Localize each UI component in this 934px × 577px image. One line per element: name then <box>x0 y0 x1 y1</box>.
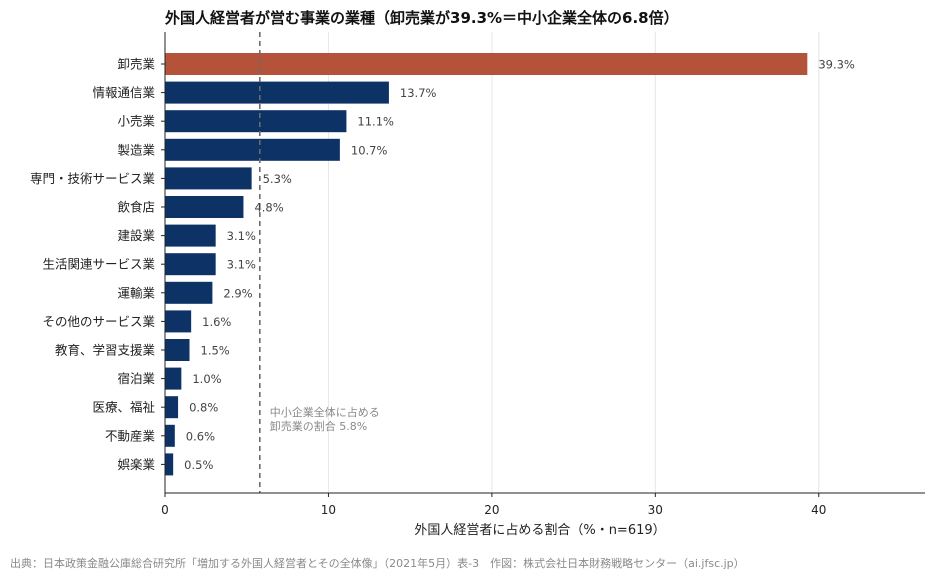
category-label: 教育、学習支援業 <box>55 343 156 358</box>
bar <box>165 224 216 247</box>
data-label: 1.6% <box>202 315 231 329</box>
category-label: 卸売業 <box>117 57 155 72</box>
x-tick-label: 30 <box>648 503 663 517</box>
data-label: 2.9% <box>223 286 252 300</box>
data-label: 39.3% <box>818 58 855 72</box>
bar <box>165 167 252 190</box>
bar <box>165 310 192 333</box>
bar <box>165 110 347 133</box>
data-label: 11.1% <box>357 115 394 129</box>
category-label: 不動産業 <box>105 428 156 443</box>
bar <box>165 453 174 476</box>
category-label: 宿泊業 <box>117 371 155 386</box>
category-label: 娯楽業 <box>117 457 155 472</box>
axes <box>161 32 925 497</box>
data-label: 1.5% <box>201 344 230 358</box>
data-label: 3.1% <box>227 229 256 243</box>
data-label: 13.7% <box>400 86 437 100</box>
category-label: 運輸業 <box>117 285 155 300</box>
labels: 0 10 20 30 40 卸売業 39.3% 情報通信業 13.7% 小売業 11.1% 製造業 10… <box>30 57 855 539</box>
reference-line-annotation: 卸売業の割合 5.8% <box>270 419 367 433</box>
bar <box>165 281 213 304</box>
bar <box>165 424 175 447</box>
bars <box>165 53 808 476</box>
bar <box>165 81 389 104</box>
category-label: その他のサービス業 <box>42 314 155 329</box>
category-label: 製造業 <box>117 142 155 157</box>
bar <box>165 396 179 419</box>
x-tick-label: 0 <box>161 503 169 517</box>
bar <box>165 253 216 276</box>
category-label: 情報通信業 <box>92 85 155 100</box>
data-label: 0.5% <box>184 458 213 472</box>
bar <box>165 138 340 161</box>
source-note: 出典：日本政策金融公庫総合研究所「増加する外国人経営者とその全体像」（2021年… <box>10 557 745 570</box>
x-axis-title: 外国人経営者に占める割合（%・n=619） <box>414 522 665 538</box>
bar <box>165 367 182 390</box>
x-tick-label: 40 <box>811 503 826 517</box>
chart-title: 外国人経営者が営む事業の業種（卸売業が39.3%＝中小企業全体の6.8倍） <box>165 9 679 27</box>
category-label: 生活関連サービス業 <box>42 257 155 272</box>
category-label: 医療、福祉 <box>92 400 155 415</box>
data-label: 5.3% <box>263 172 292 186</box>
category-label: 建設業 <box>117 228 155 243</box>
data-label: 1.0% <box>192 372 221 386</box>
data-label: 0.8% <box>189 401 218 415</box>
x-tick-label: 20 <box>484 503 499 517</box>
reference-line-annotation: 中小企業全体に占める <box>270 405 380 419</box>
data-label: 10.7% <box>351 143 388 157</box>
data-label: 3.1% <box>227 258 256 272</box>
category-label: 飲食店 <box>117 200 155 215</box>
x-tick-label: 10 <box>321 503 336 517</box>
category-label: 専門・技術サービス業 <box>30 171 156 186</box>
data-label: 4.8% <box>254 201 283 215</box>
bar <box>165 196 244 218</box>
data-label: 0.6% <box>186 429 215 443</box>
category-label: 小売業 <box>117 114 155 129</box>
bar <box>165 339 190 361</box>
grid-lines <box>327 32 820 493</box>
bar <box>165 53 808 75</box>
